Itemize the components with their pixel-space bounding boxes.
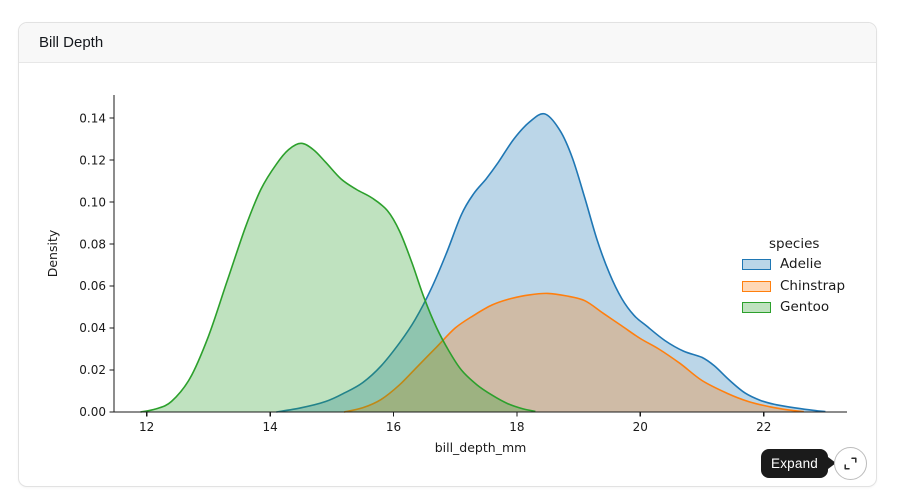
legend-swatch — [742, 280, 771, 292]
legend-items: Adelie Chinstrap Gentoo — [741, 256, 846, 315]
card-header: Bill Depth — [19, 23, 876, 63]
legend-label: Chinstrap — [780, 277, 846, 294]
y-tick-label: 0.06 — [79, 279, 106, 293]
legend-swatch — [742, 302, 771, 314]
legend-item-gentoo: Gentoo — [741, 299, 845, 315]
legend-item-adelie: Adelie — [741, 256, 845, 272]
kde-line-gentoo — [140, 142, 536, 413]
x-axis-label: bill_depth_mm — [435, 440, 527, 455]
x-tick-label: 20 — [633, 420, 648, 434]
y-tick-label: 0.14 — [79, 111, 106, 125]
kde-area-adelie — [276, 113, 826, 413]
y-tick-label: 0.02 — [79, 363, 106, 377]
chart-card: Bill Depth — [18, 22, 877, 487]
y-axis-label: Density — [45, 229, 60, 277]
expand-diagonal-icon — [844, 457, 857, 470]
kde-area-gentoo — [140, 143, 536, 413]
y-tick-label: 0.00 — [79, 405, 106, 419]
legend-title: species — [769, 236, 820, 252]
x-tick-label: 14 — [262, 420, 277, 434]
legend-item-chinstrap: Chinstrap — [741, 277, 846, 294]
chart-legend: species Adelie Chinstrap Gentoo — [741, 236, 845, 323]
kde-line-chinstrap — [343, 292, 804, 413]
y-tick-label: 0.12 — [79, 153, 106, 167]
kde-line-adelie — [276, 112, 826, 413]
x-tick-label: 18 — [509, 420, 524, 434]
legend-label: Gentoo — [780, 299, 830, 315]
y-tick-label: 0.04 — [79, 321, 106, 335]
legend-swatch — [742, 259, 771, 271]
y-tick-label: 0.08 — [79, 237, 106, 251]
x-tick-label: 16 — [386, 420, 401, 434]
expand-tooltip-arrow — [828, 457, 836, 469]
y-tick-label: 0.10 — [79, 195, 106, 209]
expand-button[interactable] — [834, 447, 867, 480]
x-tick-label: 22 — [756, 420, 771, 434]
legend-label: Adelie — [780, 256, 822, 272]
card-title: Bill Depth — [39, 34, 104, 51]
x-tick-label: 12 — [139, 420, 154, 434]
expand-tooltip: Expand — [761, 449, 828, 478]
kde-area-chinstrap — [344, 293, 804, 412]
